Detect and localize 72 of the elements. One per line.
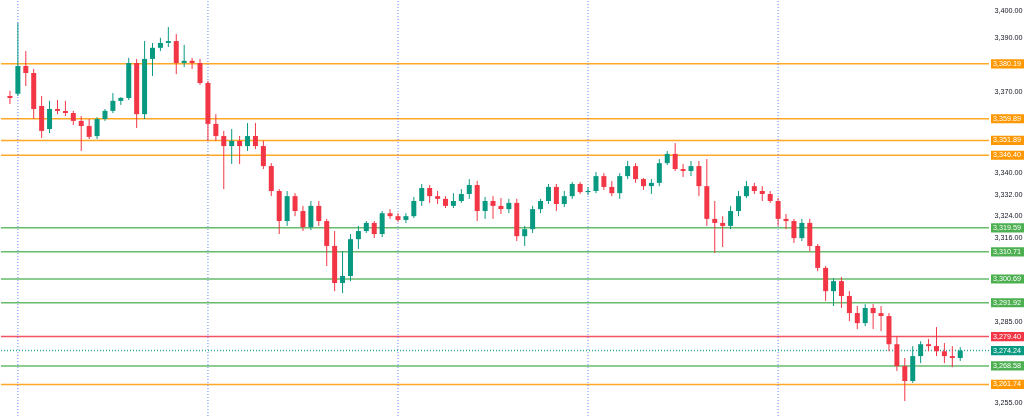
candlestick — [229, 128, 235, 165]
candlestick — [736, 190, 742, 217]
candlestick — [23, 50, 29, 87]
candlestick — [308, 200, 314, 231]
candlestick — [260, 140, 266, 170]
candlestick — [78, 115, 84, 152]
candlestick — [387, 208, 393, 220]
candlestick — [775, 197, 781, 227]
candlestick — [783, 213, 789, 230]
candlestick — [625, 160, 631, 180]
candlestick — [680, 163, 686, 178]
candlestick — [593, 171, 599, 194]
candlestick — [870, 303, 876, 330]
candlestick — [720, 215, 726, 248]
candlestick — [419, 183, 425, 207]
candlestick — [522, 225, 528, 247]
candlestick — [316, 200, 322, 227]
candlestick — [656, 158, 662, 187]
candlestick — [672, 142, 678, 172]
candlestick — [553, 183, 559, 212]
candlestick — [862, 303, 868, 327]
candlestick — [696, 160, 702, 197]
candlestick — [854, 305, 860, 330]
candlestick — [815, 243, 821, 272]
candlestick — [292, 192, 298, 217]
candlestick — [411, 196, 417, 219]
candlestick — [846, 290, 852, 322]
candlestick — [395, 212, 401, 223]
candlestick — [403, 212, 409, 224]
candlestick — [506, 198, 512, 214]
candlestick — [197, 58, 203, 86]
candlestick — [633, 162, 639, 184]
candlestick — [300, 205, 306, 232]
candlestick — [245, 122, 251, 152]
candlestick — [712, 200, 718, 254]
candlestick — [221, 130, 227, 190]
candlestick — [838, 276, 844, 309]
candlestick — [86, 118, 92, 140]
candlestick — [878, 305, 884, 332]
candlestick — [530, 205, 536, 234]
candlestick — [902, 357, 908, 402]
candlestick — [831, 277, 837, 307]
candlestick — [181, 44, 187, 68]
candlestick — [823, 265, 829, 302]
candlestick — [7, 90, 13, 105]
candlestick — [189, 57, 195, 70]
candlestick — [47, 100, 53, 134]
candlestick — [379, 210, 385, 238]
candlestick — [490, 195, 496, 220]
candlestick — [585, 186, 591, 196]
candlestick — [355, 225, 361, 250]
candlestick — [213, 113, 219, 142]
candlestick — [110, 92, 116, 114]
candlestick — [728, 205, 734, 230]
candlestick — [466, 178, 472, 200]
candlestick — [949, 345, 955, 368]
candlestick — [252, 122, 258, 150]
candlestick — [237, 135, 243, 165]
candlestick — [617, 172, 623, 200]
candlestick — [482, 196, 488, 220]
candlestick — [498, 197, 504, 215]
candlestick — [941, 342, 947, 364]
candlestick — [791, 218, 797, 244]
candlestick — [545, 183, 551, 205]
candlestick — [807, 218, 813, 252]
candlestick — [150, 42, 155, 77]
candlestick — [799, 218, 805, 242]
candlestick — [340, 250, 346, 294]
candlestick — [173, 33, 179, 75]
candlestick — [94, 116, 100, 140]
candlestick — [165, 26, 171, 48]
candlestick — [688, 160, 694, 177]
